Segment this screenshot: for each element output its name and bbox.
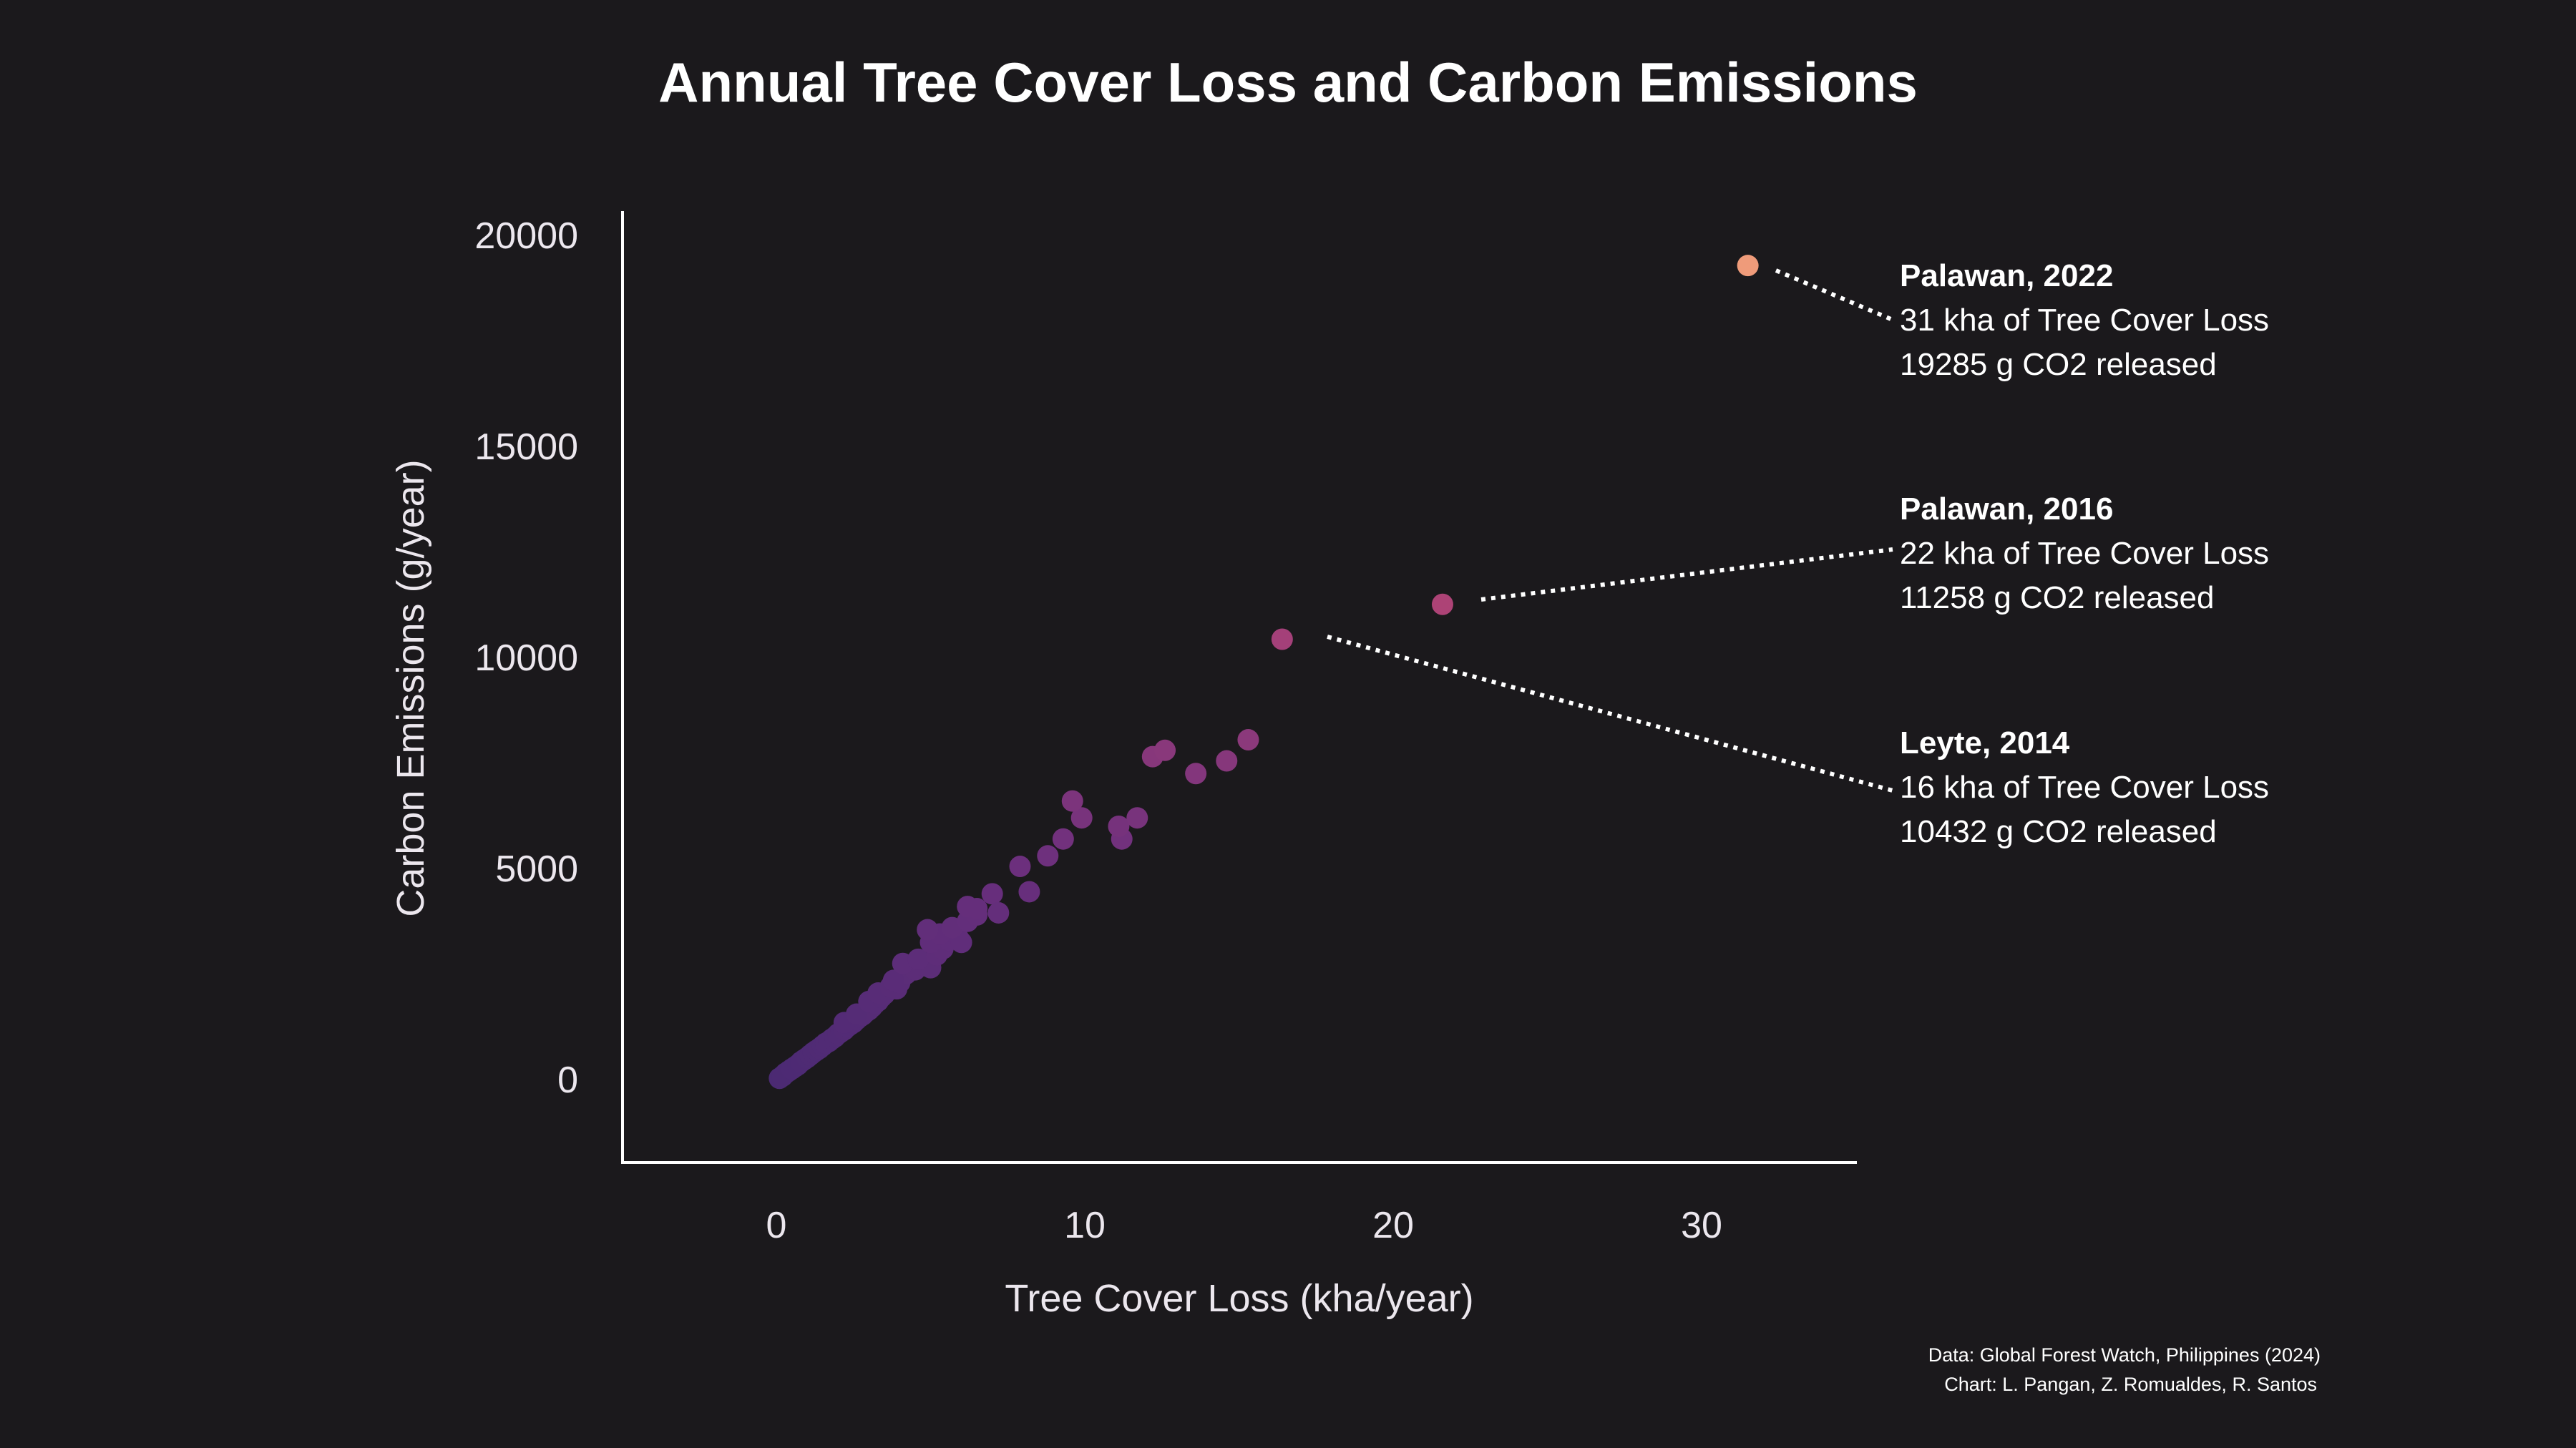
data-point: [1070, 807, 1093, 829]
data-point: [1271, 628, 1293, 650]
annotation-palawan-2022: Palawan, 2022 31 kha of Tree Cover Loss …: [1775, 258, 2269, 382]
annotation-loss: 31 kha of Tree Cover Loss: [1900, 303, 2269, 338]
annotation-title: Palawan, 2022: [1900, 258, 2113, 293]
data-point: [917, 919, 939, 941]
x-tick-labels: 0 10 20 30: [766, 1205, 1722, 1246]
annotation-loss: 16 kha of Tree Cover Loss: [1900, 770, 2269, 805]
annotation-loss: 22 kha of Tree Cover Loss: [1900, 536, 2269, 571]
x-axis-label: Tree Cover Loss (kha/year): [1005, 1277, 1473, 1320]
chart-credits-caption: Chart: L. Pangan, Z. Romualdes, R. Santo…: [1944, 1374, 2317, 1395]
data-point: [1154, 739, 1176, 761]
data-point: [1216, 750, 1238, 772]
data-point: [907, 948, 930, 970]
data-point: [1037, 845, 1059, 867]
y-tick-label: 15000: [474, 426, 578, 468]
x-tick-label: 0: [766, 1205, 787, 1246]
data-point: [966, 898, 988, 920]
data-point: [1052, 828, 1074, 850]
annotation-leader: [1327, 635, 1893, 793]
data-point: [1737, 255, 1759, 277]
annotation-palawan-2016: Palawan, 2016 22 kha of Tree Cover Loss …: [1480, 491, 2269, 615]
y-tick-label: 20000: [474, 215, 578, 257]
data-point: [1061, 790, 1083, 812]
data-point: [882, 969, 904, 992]
y-tick-label: 10000: [474, 637, 578, 679]
data-point: [1185, 763, 1207, 785]
y-axis-label: Carbon Emissions (g/year): [389, 459, 432, 916]
annotation-title: Palawan, 2016: [1900, 491, 2113, 527]
data-point: [1018, 881, 1040, 903]
data-point: [1126, 807, 1148, 829]
data-point: [1431, 593, 1453, 615]
data-point: [1237, 729, 1259, 751]
y-tick-labels: 0 5000 10000 15000 20000: [474, 215, 578, 1101]
y-tick-label: 0: [557, 1060, 578, 1101]
annotation-emissions: 10432 g CO2 released: [1900, 814, 2217, 849]
data-source-caption: Data: Global Forest Watch, Philippines (…: [1928, 1344, 2321, 1366]
annotations: Palawan, 2022 31 kha of Tree Cover Loss …: [1327, 258, 2269, 849]
x-tick-label: 30: [1681, 1205, 1722, 1246]
data-point: [1009, 856, 1031, 878]
chart-title: Annual Tree Cover Loss and Carbon Emissi…: [658, 51, 1918, 114]
data-point: [1108, 816, 1130, 837]
annotation-leader: [1480, 547, 1893, 602]
annotation-leader: [1775, 268, 1894, 322]
annotation-emissions: 11258 g CO2 released: [1900, 580, 2214, 615]
annotation-leyte-2014: Leyte, 2014 16 kha of Tree Cover Loss 10…: [1327, 635, 2269, 849]
y-tick-label: 5000: [495, 848, 578, 890]
annotation-title: Leyte, 2014: [1900, 725, 2070, 760]
data-point: [987, 901, 1010, 924]
annotation-emissions: 19285 g CO2 released: [1900, 347, 2217, 382]
x-tick-label: 20: [1372, 1205, 1414, 1246]
x-tick-label: 10: [1064, 1205, 1106, 1246]
data-points: [769, 255, 1759, 1090]
data-point: [981, 883, 1003, 905]
